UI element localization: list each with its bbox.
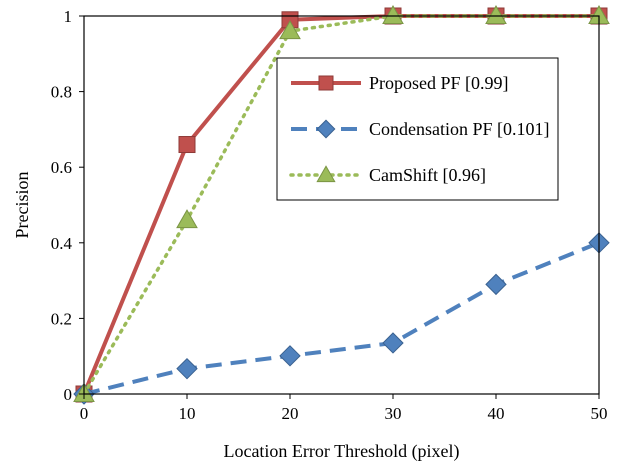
y-tick-label: 0.8 <box>51 83 72 102</box>
legend-marker-square <box>318 75 334 91</box>
data-point-triangle <box>382 4 404 24</box>
x-tick-label: 30 <box>385 404 402 423</box>
x-tick-label: 20 <box>282 404 299 423</box>
data-point-square <box>178 136 196 154</box>
data-point-triangle <box>485 4 507 24</box>
x-tick-label: 40 <box>488 404 505 423</box>
plot-area-frame <box>83 15 600 395</box>
legend-entry: CamShift [0.96] <box>289 165 486 185</box>
legend-label: Proposed PF [0.99] <box>369 73 509 93</box>
legend-entry: Proposed PF [0.99] <box>291 73 509 93</box>
legend-label: CamShift [0.96] <box>369 165 486 185</box>
x-tick-label: 10 <box>179 404 196 423</box>
x-tick-label: 50 <box>591 404 608 423</box>
data-point-triangle <box>176 209 198 229</box>
x-axis-title: Location Error Threshold (pixel) <box>223 441 459 462</box>
tick-layer: 0 10 20 30 40 50 0 0.2 0.4 0.6 0.8 1 <box>51 7 608 423</box>
y-tick-label: 0.4 <box>51 234 73 253</box>
y-tick-label: 0.6 <box>51 158 72 177</box>
legend-marker-diamond <box>316 119 336 139</box>
data-point-diamond <box>279 345 301 367</box>
legend-marker-triangle <box>316 165 336 183</box>
y-axis-title: Precision <box>12 172 32 239</box>
data-point-diamond <box>382 332 404 354</box>
data-point-diamond <box>176 357 198 380</box>
y-tick-label: 0 <box>64 385 73 404</box>
legend: Proposed PF [0.99] Condensation PF [0.101… <box>276 57 559 201</box>
series-line <box>83 240 600 396</box>
y-tick-label: 1 <box>64 7 73 26</box>
y-tick-label: 0.2 <box>51 309 72 328</box>
legend-label: Condensation PF [0.101] <box>369 119 550 139</box>
data-point-triangle <box>279 20 301 40</box>
series-diamond <box>73 232 610 405</box>
data-point-diamond <box>485 273 507 296</box>
x-tick-label: 0 <box>80 404 89 423</box>
legend-entry: Condensation PF [0.101] <box>291 119 550 139</box>
